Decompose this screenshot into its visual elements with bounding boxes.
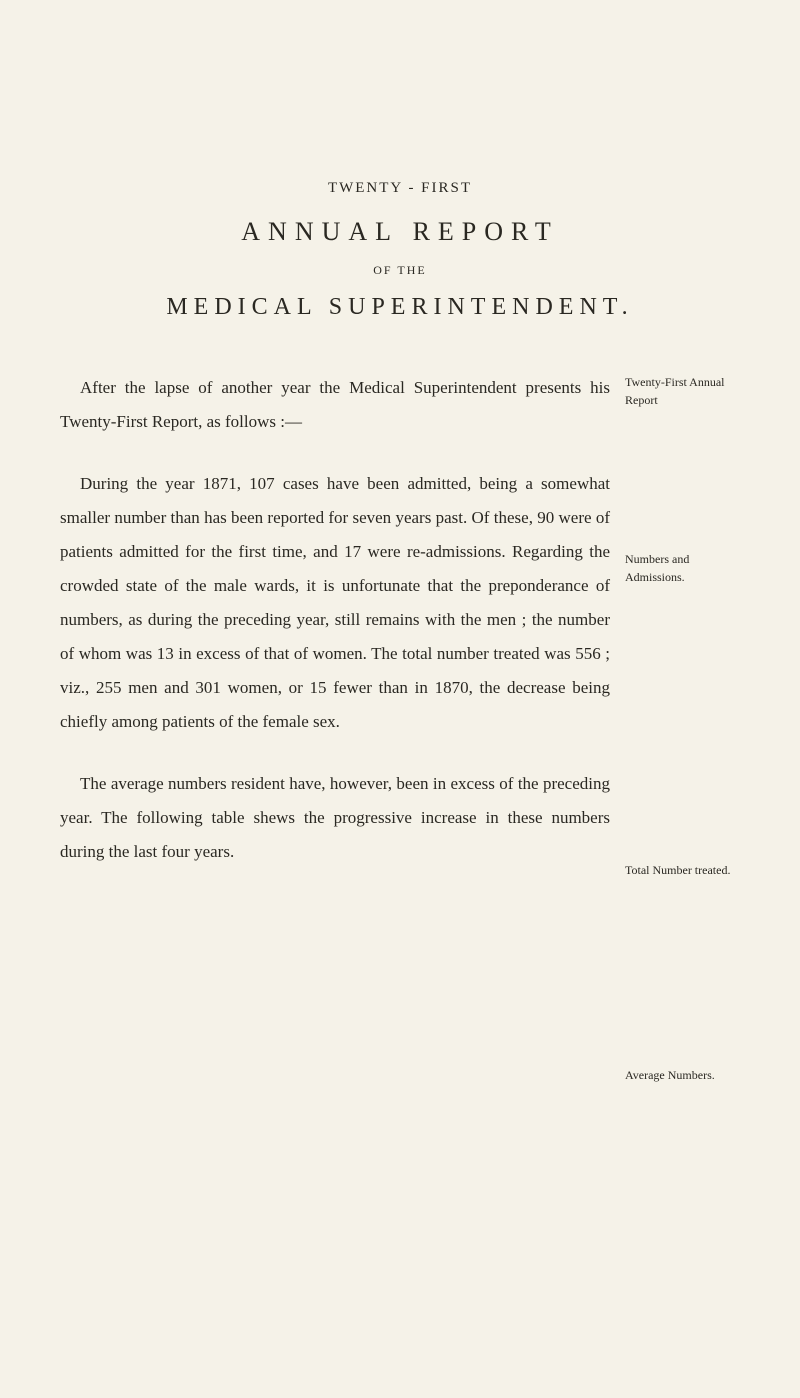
margin-note-twenty-first: Twenty-First Annual Report [625,373,750,409]
margin-note-total-treated: Total Number treated. [625,861,750,879]
body-text-area: Twenty-First Annual Report Numbers and A… [60,371,740,869]
paragraph-cases: During the year 1871, 107 cases have bee… [60,467,610,739]
heading-of-the: OF THE [60,263,740,278]
heading-medical-superintendent: MEDICAL SUPERINTENDENT. [60,294,740,321]
document-page: TWENTY - FIRST ANNUAL REPORT OF THE MEDI… [0,0,800,957]
paragraph-intro: After the lapse of another year the Medi… [60,371,610,439]
heading-annual-report: ANNUAL REPORT [60,217,740,247]
margin-note-average-numbers: Average Numbers. [625,1066,750,1084]
margin-note-numbers-admissions: Numbers and Admissions. [625,550,750,586]
heading-twenty-first: TWENTY - FIRST [60,180,740,197]
paragraph-average: The average numbers resident have, howev… [60,767,610,869]
